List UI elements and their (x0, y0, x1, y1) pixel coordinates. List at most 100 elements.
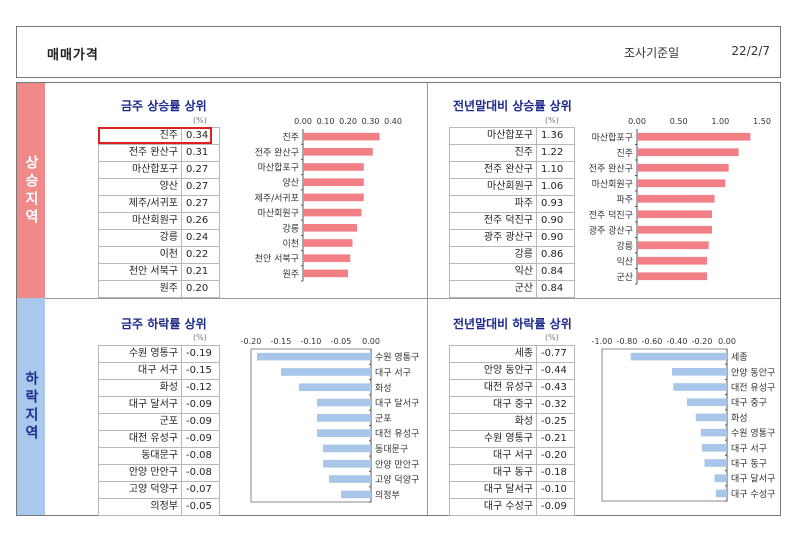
region-name: 원주 (98, 280, 182, 298)
category-label: 양산 (282, 178, 299, 189)
category-label: 화성 (731, 413, 748, 424)
bar (299, 383, 371, 392)
survey-date: 22/2/7 (731, 44, 770, 58)
category-label: 강릉 (282, 223, 299, 234)
category-label: 수원 영통구 (731, 428, 775, 439)
bar (281, 368, 371, 376)
region-name: 군포 (98, 413, 182, 431)
ranking-table-weekly-up: 진주 0.34 전주 완산구 0.31 마산합포구 0.27 양산 0.27 제주/서귀포 0.2… (98, 127, 220, 298)
date-label: 조사기준일 (624, 46, 680, 60)
bar (637, 272, 707, 281)
change-rate: -0.08 (181, 447, 220, 465)
bar (695, 413, 727, 422)
change-rate: -0.77 (536, 345, 575, 363)
tick-label: -0.40 (667, 337, 688, 346)
unit-label: (%) (193, 116, 207, 125)
category-label: 고양 덕양구 (375, 475, 419, 486)
category-label: 익산 (616, 255, 633, 267)
category-label: 전주 완산구 (589, 163, 633, 174)
bar (637, 132, 751, 141)
bar (637, 225, 712, 234)
page-title: 매매가격 (47, 48, 99, 63)
category-label: 군산 (616, 272, 633, 283)
bar (673, 383, 727, 391)
region-name: 대구 달서구 (98, 396, 182, 414)
region-name: 광주 광산구 (449, 229, 537, 247)
region-name: 대구 서구 (98, 362, 182, 380)
change-rate: 0.27 (181, 178, 220, 196)
region-name: 세종 (449, 345, 537, 363)
change-rate: -0.15 (181, 362, 220, 380)
table-row: 파주 0.93 (449, 195, 575, 213)
category-label: 마산회원구 (592, 179, 633, 190)
bar (702, 444, 727, 452)
change-rate: -0.09 (181, 396, 220, 414)
category-label: 진주 (282, 132, 299, 143)
category-label: 대구 달서구 (731, 473, 775, 485)
table-row: 대구 서구 -0.20 (449, 447, 575, 465)
change-rate: 0.26 (181, 212, 220, 230)
change-rate: -0.18 (536, 464, 575, 482)
bar (303, 224, 357, 232)
category-label: 전주 덕진구 (589, 210, 633, 221)
category-label: 파주 (616, 194, 633, 205)
region-name: 대구 서구 (449, 447, 537, 465)
change-rate: 1.36 (536, 127, 575, 145)
tick-label: 1.00 (711, 117, 729, 126)
table-row: 익산 0.84 (449, 263, 575, 281)
table-row: 대구 달서구 -0.10 (449, 481, 575, 499)
change-rate: -0.05 (181, 498, 220, 516)
table-row: 광주 광산구 0.90 (449, 229, 575, 247)
table-row: 의정부 -0.05 (98, 498, 220, 516)
change-rate: -0.08 (181, 464, 220, 482)
table-row: 대전 유성구 -0.09 (98, 430, 220, 448)
table-row: 수원 영통구 -0.21 (449, 430, 575, 448)
table-row: 대구 서구 -0.15 (98, 362, 220, 380)
region-name: 마산회원구 (449, 178, 537, 196)
table-row: 화성 -0.12 (98, 379, 220, 397)
table-row: 대구 동구 -0.18 (449, 464, 575, 482)
change-rate: -0.10 (536, 481, 575, 499)
table-row: 화성 -0.25 (449, 413, 575, 431)
region-name: 의정부 (98, 498, 182, 516)
change-rate: 0.20 (181, 280, 220, 298)
change-rate: -0.09 (181, 413, 220, 431)
tick-label: 0.20 (339, 117, 357, 126)
change-rate: 0.93 (536, 195, 575, 213)
bar (341, 490, 371, 499)
bar (637, 163, 729, 172)
bar (303, 269, 348, 278)
unit-label: (%) (545, 116, 559, 125)
table-row: 마산회원구 0.26 (98, 212, 220, 230)
change-rate: 0.27 (181, 195, 220, 213)
bar (637, 148, 739, 157)
tick-label: -0.60 (642, 337, 663, 346)
region-name: 대구 동구 (449, 464, 537, 482)
bar (317, 429, 371, 437)
tick-label: 0.00 (294, 117, 312, 126)
bar (637, 194, 715, 203)
bar (700, 428, 727, 437)
bar (323, 444, 371, 453)
category-label: 대구 중구 (731, 398, 767, 409)
category-label: 대구 달서구 (375, 397, 419, 409)
bar (672, 368, 727, 376)
bar (303, 254, 351, 262)
category-label: 동대문구 (375, 444, 408, 455)
region-name: 제주/서귀포 (98, 195, 182, 213)
change-rate: 0.31 (181, 144, 220, 162)
bar (303, 208, 362, 217)
table-row: 진주 1.22 (449, 144, 575, 162)
bar (303, 163, 364, 171)
ranking-table-yoy-down: 세종 -0.77 안양 동안구 -0.44 대전 유성구 -0.43 대구 중구 -0.32 화… (449, 345, 575, 516)
tick-label: 0.00 (362, 337, 380, 346)
table-row: 강릉 0.24 (98, 229, 220, 247)
region-name: 대구 달서구 (449, 481, 537, 499)
tick-label: 0.00 (718, 337, 736, 346)
region-name: 화성 (449, 413, 537, 431)
table-row: 세종 -0.77 (449, 345, 575, 363)
region-name: 강릉 (449, 246, 537, 264)
change-rate: 0.21 (181, 263, 220, 281)
